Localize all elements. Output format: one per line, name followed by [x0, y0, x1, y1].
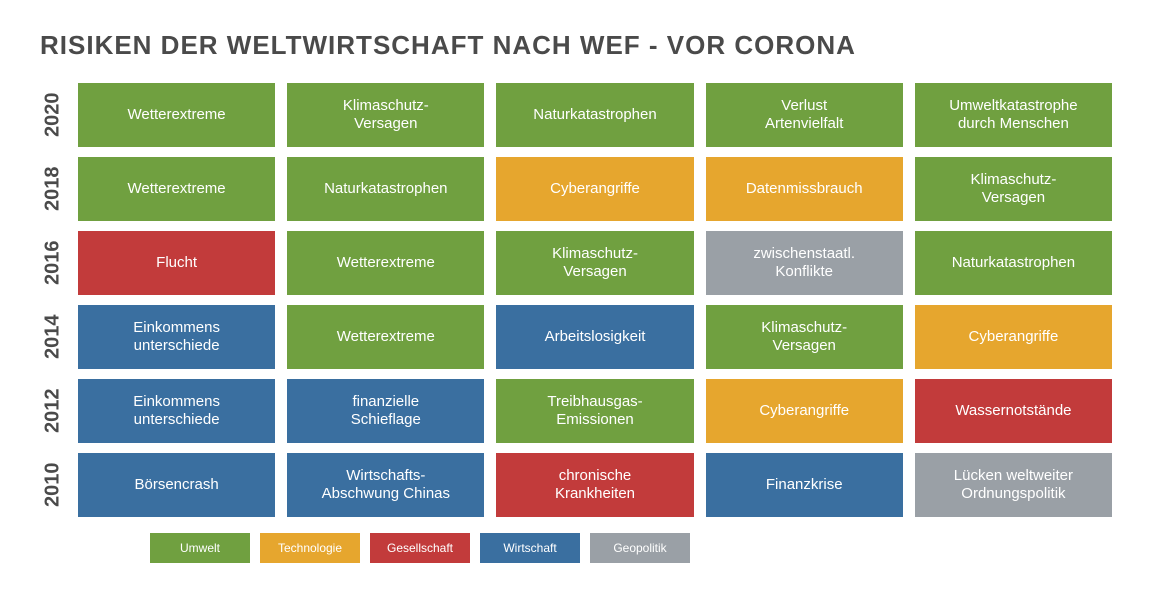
year-label: 2012 — [40, 379, 66, 443]
risk-cell: Naturkatastrophen — [915, 231, 1112, 295]
grid-row: 2010 BörsencrashWirtschafts- Abschwung Ch… — [40, 453, 1112, 517]
year-label: 2018 — [40, 157, 66, 221]
legend-item-wirtschaft: Wirtschaft — [480, 533, 580, 563]
risk-cell: Klimaschutz- Versagen — [287, 83, 484, 147]
risk-cell: Datenmissbrauch — [706, 157, 903, 221]
risk-matrix-chart: RISIKEN DER WELTWIRTSCHAFT NACH WEF - VO… — [0, 0, 1152, 573]
risk-cell: Treibhausgas- Emissionen — [496, 379, 693, 443]
risk-cell: Wetterextreme — [78, 83, 275, 147]
legend-item-umwelt: Umwelt — [150, 533, 250, 563]
risk-cell: Naturkatastrophen — [287, 157, 484, 221]
risk-cell: Arbeitslosigkeit — [496, 305, 693, 369]
chart-title: RISIKEN DER WELTWIRTSCHAFT NACH WEF - VO… — [40, 30, 1112, 61]
grid-row: 2020 WetterextremeKlimaschutz- VersagenNa… — [40, 83, 1112, 147]
risk-cell: Wetterextreme — [287, 305, 484, 369]
risk-cell: Klimaschutz- Versagen — [706, 305, 903, 369]
grid-row: 2012 Einkommens unterschiedefinanzielle S… — [40, 379, 1112, 443]
risk-cell: Cyberangriffe — [496, 157, 693, 221]
year-label: 2010 — [40, 453, 66, 517]
risk-cell: Cyberangriffe — [706, 379, 903, 443]
grid-row: 2018 WetterextremeNaturkatastrophenCybera… — [40, 157, 1112, 221]
risk-cell: Klimaschutz- Versagen — [496, 231, 693, 295]
risk-cell: Flucht — [78, 231, 275, 295]
legend-item-technologie: Technologie — [260, 533, 360, 563]
risk-cell: Lücken weltweiter Ordnungspolitik — [915, 453, 1112, 517]
risk-cell: Finanzkrise — [706, 453, 903, 517]
risk-cell: Naturkatastrophen — [496, 83, 693, 147]
risk-cell: finanzielle Schieflage — [287, 379, 484, 443]
legend: Umwelt Technologie Gesellschaft Wirtschaft G… — [150, 533, 1112, 563]
risk-cell: Verlust Artenvielfalt — [706, 83, 903, 147]
grid-row: 2016 FluchtWetterextremeKlimaschutz- Vers… — [40, 231, 1112, 295]
chart-grid: 2020WetterextremeKlimaschutz- VersagenNa… — [40, 83, 1112, 517]
year-label: 2016 — [40, 231, 66, 295]
risk-cell: Einkommens unterschiede — [78, 305, 275, 369]
year-label: 2014 — [40, 305, 66, 369]
legend-item-geopolitik: Geopolitik — [590, 533, 690, 563]
risk-cell: Einkommens unterschiede — [78, 379, 275, 443]
grid-row: 2014 Einkommens unterschiedeWetterextreme… — [40, 305, 1112, 369]
risk-cell: chronische Krankheiten — [496, 453, 693, 517]
risk-cell: Wassernotstände — [915, 379, 1112, 443]
risk-cell: Börsencrash — [78, 453, 275, 517]
risk-cell: Wetterextreme — [287, 231, 484, 295]
year-label: 2020 — [40, 83, 66, 147]
risk-cell: Cyberangriffe — [915, 305, 1112, 369]
legend-item-gesellschaft: Gesellschaft — [370, 533, 470, 563]
risk-cell: zwischenstaatl. Konflikte — [706, 231, 903, 295]
risk-cell: Klimaschutz- Versagen — [915, 157, 1112, 221]
risk-cell: Wetterextreme — [78, 157, 275, 221]
risk-cell: Wirtschafts- Abschwung Chinas — [287, 453, 484, 517]
risk-cell: Umweltkatastrophe durch Menschen — [915, 83, 1112, 147]
